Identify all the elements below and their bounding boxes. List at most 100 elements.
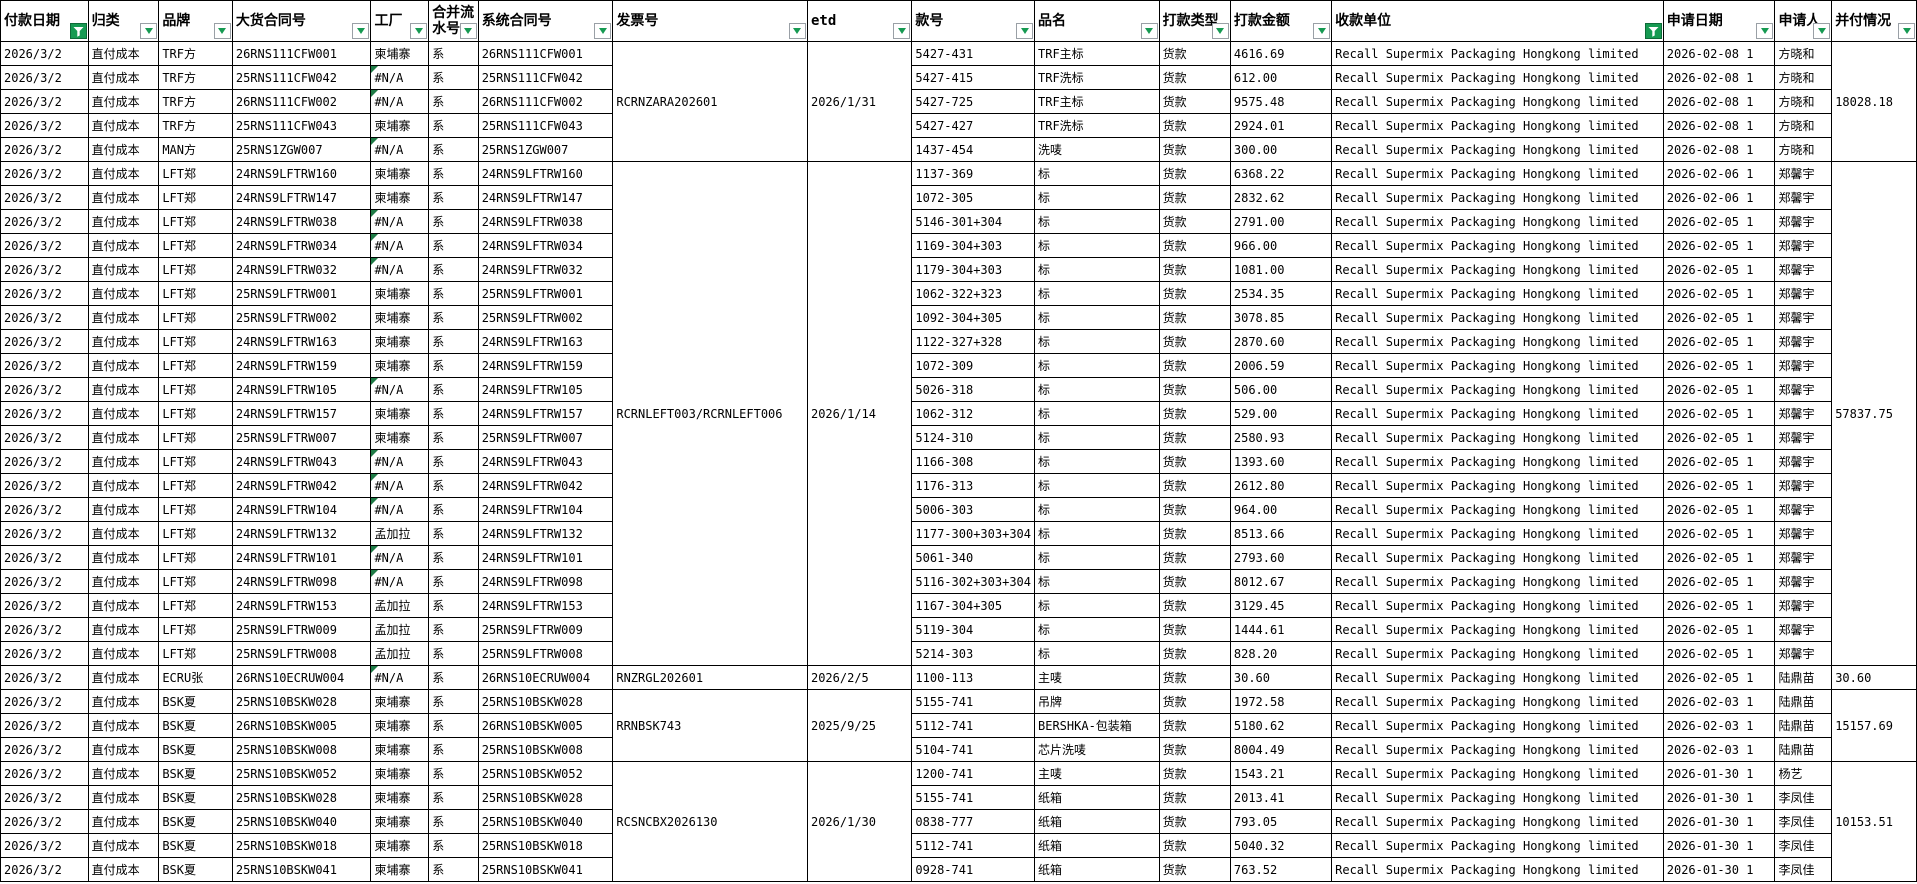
cell-style-no[interactable]: 1062-312 — [911, 401, 1035, 426]
cell-amount[interactable]: 2013.41 — [1229, 785, 1333, 810]
cell-system-contract[interactable]: 25RNS9LFTRW001 — [477, 281, 614, 306]
cell-pay-type[interactable]: 货款 — [1158, 545, 1231, 570]
cell-payment-date[interactable]: 2026/3/2 — [0, 473, 89, 498]
cell-factory[interactable]: #N/A — [370, 89, 430, 114]
cell-apply-date[interactable]: 2026-02-08 1 — [1662, 41, 1776, 66]
cell-apply-date[interactable]: 2026-02-05 1 — [1662, 353, 1776, 378]
cell-payee[interactable]: Recall Supermix Packaging Hongkong limit… — [1331, 113, 1664, 138]
cell-payment-date[interactable]: 2026/3/2 — [0, 569, 89, 594]
cell-category[interactable]: 直付成本 — [87, 737, 160, 762]
header-payment-amount[interactable]: 打款金额 — [1229, 0, 1333, 42]
cell-contract-no[interactable]: 24RNS9LFTRW160 — [231, 161, 372, 186]
filter-dropdown-icon[interactable] — [893, 23, 911, 39]
cell-apply-date[interactable]: 2026-02-05 1 — [1662, 377, 1776, 402]
cell-style-no[interactable]: 1437-454 — [911, 137, 1035, 162]
cell-style-no[interactable]: 5155-741 — [911, 785, 1035, 810]
cell-etd[interactable]: 2026/1/14 — [806, 161, 913, 666]
cell-amount[interactable]: 793.05 — [1229, 809, 1333, 834]
cell-brand[interactable]: BSK夏 — [158, 809, 233, 834]
cell-merge-flow[interactable]: 系 — [428, 233, 479, 258]
cell-apply-date[interactable]: 2026-02-05 1 — [1662, 497, 1776, 522]
header-apply-date[interactable]: 申请日期 — [1662, 0, 1776, 42]
cell-payment-date[interactable]: 2026/3/2 — [0, 89, 89, 114]
cell-brand[interactable]: LFT郑 — [158, 377, 233, 402]
cell-payee[interactable]: Recall Supermix Packaging Hongkong limit… — [1331, 449, 1664, 474]
cell-apply-date[interactable]: 2026-02-06 1 — [1662, 185, 1776, 210]
cell-payee[interactable]: Recall Supermix Packaging Hongkong limit… — [1331, 89, 1664, 114]
cell-product[interactable]: 标 — [1034, 281, 1160, 306]
cell-system-contract[interactable]: 24RNS9LFTRW163 — [477, 329, 614, 354]
cell-product[interactable]: 标 — [1034, 233, 1160, 258]
cell-brand[interactable]: BSK夏 — [158, 785, 233, 810]
cell-brand[interactable]: LFT郑 — [158, 521, 233, 546]
cell-applicant[interactable]: 李凤佳 — [1774, 785, 1833, 810]
cell-contract-no[interactable]: 24RNS9LFTRW038 — [231, 209, 372, 234]
cell-apply-date[interactable]: 2026-02-05 1 — [1662, 569, 1776, 594]
cell-amount[interactable]: 529.00 — [1229, 401, 1333, 426]
cell-payment-date[interactable]: 2026/3/2 — [0, 161, 89, 186]
cell-factory[interactable]: #N/A — [370, 473, 430, 498]
cell-factory[interactable]: 柬埔寨 — [370, 185, 430, 210]
cell-payee[interactable]: Recall Supermix Packaging Hongkong limit… — [1331, 329, 1664, 354]
cell-merge-flow[interactable]: 系 — [428, 425, 479, 450]
header-payment-type[interactable]: 打款类型 — [1158, 0, 1231, 42]
cell-amount[interactable]: 763.52 — [1229, 857, 1333, 882]
cell-payee[interactable]: Recall Supermix Packaging Hongkong limit… — [1331, 761, 1664, 786]
cell-apply-date[interactable]: 2026-02-05 1 — [1662, 257, 1776, 282]
cell-merge-flow[interactable]: 系 — [428, 521, 479, 546]
cell-contract-no[interactable]: 24RNS9LFTRW132 — [231, 521, 372, 546]
header-payee[interactable]: 收款单位 — [1331, 0, 1664, 42]
cell-system-contract[interactable]: 25RNS111CFW043 — [477, 113, 614, 138]
cell-amount[interactable]: 2791.00 — [1229, 209, 1333, 234]
cell-system-contract[interactable]: 26RNS111CFW002 — [477, 89, 614, 114]
cell-apply-date[interactable]: 2026-02-05 1 — [1662, 473, 1776, 498]
cell-brand[interactable]: LFT郑 — [158, 305, 233, 330]
filter-dropdown-icon[interactable] — [459, 23, 477, 39]
cell-apply-date[interactable]: 2026-02-05 1 — [1662, 281, 1776, 306]
cell-system-contract[interactable]: 25RNS10BSKW028 — [477, 689, 614, 714]
cell-pay-type[interactable]: 货款 — [1158, 257, 1231, 282]
cell-product[interactable]: 标 — [1034, 377, 1160, 402]
cell-amount[interactable]: 1972.58 — [1229, 689, 1333, 714]
cell-pay-type[interactable]: 货款 — [1158, 113, 1231, 138]
cell-pay-type[interactable]: 货款 — [1158, 41, 1231, 66]
cell-brand[interactable]: LFT郑 — [158, 473, 233, 498]
header-contract-no[interactable]: 大货合同号 — [231, 0, 372, 42]
cell-factory[interactable]: 孟加拉 — [370, 617, 430, 642]
cell-merge-flow[interactable]: 系 — [428, 569, 479, 594]
header-invoice-no[interactable]: 发票号 — [612, 0, 808, 42]
cell-combined[interactable]: 30.60 — [1831, 665, 1917, 690]
cell-applicant[interactable]: 郑馨宇 — [1774, 473, 1833, 498]
cell-factory[interactable]: #N/A — [370, 449, 430, 474]
cell-product[interactable]: 吊牌 — [1034, 689, 1160, 714]
cell-factory[interactable]: #N/A — [370, 569, 430, 594]
cell-factory[interactable]: 柬埔寨 — [370, 737, 430, 762]
cell-payment-date[interactable]: 2026/3/2 — [0, 401, 89, 426]
cell-product[interactable]: TRF主标 — [1034, 41, 1160, 66]
cell-system-contract[interactable]: 24RNS9LFTRW098 — [477, 569, 614, 594]
cell-payee[interactable]: Recall Supermix Packaging Hongkong limit… — [1331, 161, 1664, 186]
cell-brand[interactable]: BSK夏 — [158, 857, 233, 882]
cell-payee[interactable]: Recall Supermix Packaging Hongkong limit… — [1331, 689, 1664, 714]
cell-brand[interactable]: LFT郑 — [158, 281, 233, 306]
cell-style-no[interactable]: 1072-309 — [911, 353, 1035, 378]
cell-brand[interactable]: TRF方 — [158, 41, 233, 66]
cell-payee[interactable]: Recall Supermix Packaging Hongkong limit… — [1331, 233, 1664, 258]
cell-payee[interactable]: Recall Supermix Packaging Hongkong limit… — [1331, 65, 1664, 90]
cell-payee[interactable]: Recall Supermix Packaging Hongkong limit… — [1331, 617, 1664, 642]
cell-style-no[interactable]: 5427-415 — [911, 65, 1035, 90]
cell-apply-date[interactable]: 2026-02-05 1 — [1662, 521, 1776, 546]
cell-system-contract[interactable]: 25RNS9LFTRW008 — [477, 641, 614, 666]
cell-merge-flow[interactable]: 系 — [428, 785, 479, 810]
cell-style-no[interactable]: 5061-340 — [911, 545, 1035, 570]
cell-product[interactable]: 纸箱 — [1034, 785, 1160, 810]
cell-amount[interactable]: 964.00 — [1229, 497, 1333, 522]
cell-brand[interactable]: LFT郑 — [158, 449, 233, 474]
cell-apply-date[interactable]: 2026-02-03 1 — [1662, 713, 1776, 738]
cell-applicant[interactable]: 郑馨宇 — [1774, 593, 1833, 618]
cell-factory[interactable]: 柬埔寨 — [370, 425, 430, 450]
cell-etd[interactable]: 2026/1/31 — [806, 41, 913, 162]
cell-factory[interactable]: 柬埔寨 — [370, 809, 430, 834]
cell-payee[interactable]: Recall Supermix Packaging Hongkong limit… — [1331, 545, 1664, 570]
cell-brand[interactable]: TRF方 — [158, 89, 233, 114]
